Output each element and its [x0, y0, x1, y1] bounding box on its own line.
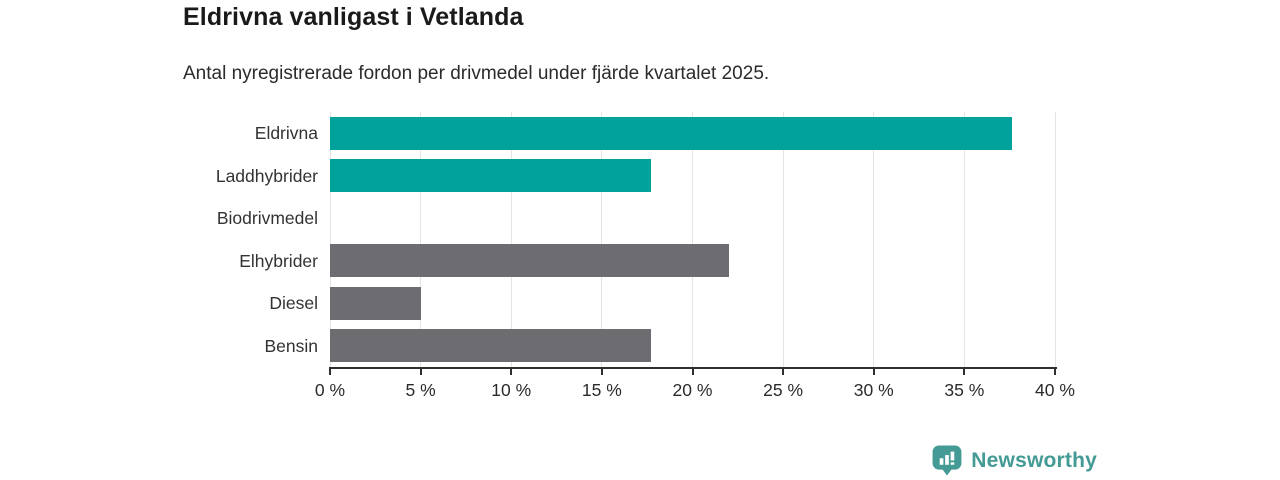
gridline: [873, 112, 875, 367]
x-tick-label: 35 %: [944, 380, 985, 400]
gridline: [963, 112, 965, 367]
bar-diesel: [330, 286, 421, 320]
category-label-elhybrider: Elhybrider: [239, 250, 318, 271]
x-axis-tick: [510, 369, 513, 375]
gridline: [1054, 112, 1056, 367]
category-label-diesel: Diesel: [269, 293, 318, 313]
x-tick-label: 20 %: [672, 380, 713, 400]
gridline: [329, 112, 331, 367]
x-tick-label: 15 %: [581, 380, 622, 400]
x-tick-label: 0 %: [314, 380, 346, 400]
x-tick-label: 30 %: [853, 380, 894, 400]
bar-laddhybrider: [330, 159, 651, 193]
gridline: [601, 112, 603, 367]
gridline: [510, 112, 512, 367]
x-axis-tick: [963, 369, 966, 375]
newsworthy-logo[interactable]: Newsworthy: [932, 445, 1097, 476]
x-tick-label: 5 %: [405, 380, 436, 400]
newsworthy-logo-text: Newsworthy: [971, 448, 1097, 472]
x-axis-tick: [872, 369, 875, 375]
x-axis-tick: [329, 369, 331, 375]
x-tick-label: 25 %: [763, 380, 804, 400]
bar-bensin: [330, 329, 651, 363]
x-axis-tick: [1054, 369, 1056, 375]
x-axis-tick: [691, 369, 694, 375]
category-label-biodrivmedel: Biodrivmedel: [216, 208, 318, 228]
bar-eldrivna: [330, 116, 1012, 150]
category-label-bensin: Bensin: [264, 335, 318, 356]
x-axis-line: [329, 367, 1057, 369]
x-axis-tick: [419, 369, 422, 375]
category-label-eldrivna: Eldrivna: [254, 123, 318, 143]
plot-area: Eldrivna Laddhybrider Biodrivmedel Elhybrid…: [216, 112, 1075, 400]
x-tick-label: 40 %: [1035, 380, 1075, 400]
gridline: [692, 112, 693, 367]
x-tick-label: 10 %: [491, 380, 532, 400]
x-axis-tick: [782, 369, 785, 375]
bar-elhybrider: [330, 244, 729, 278]
gridline: [782, 112, 784, 367]
gridline: [420, 112, 422, 367]
newsworthy-logo-icon: [932, 445, 962, 476]
category-label-laddhybrider: Laddhybrider: [215, 165, 318, 186]
chart-title: Eldrivna vanligast i Vetlanda: [183, 3, 524, 31]
x-axis-tick: [600, 369, 603, 375]
chart-subtitle: Antal nyregistrerade fordon per drivmede…: [183, 63, 770, 84]
